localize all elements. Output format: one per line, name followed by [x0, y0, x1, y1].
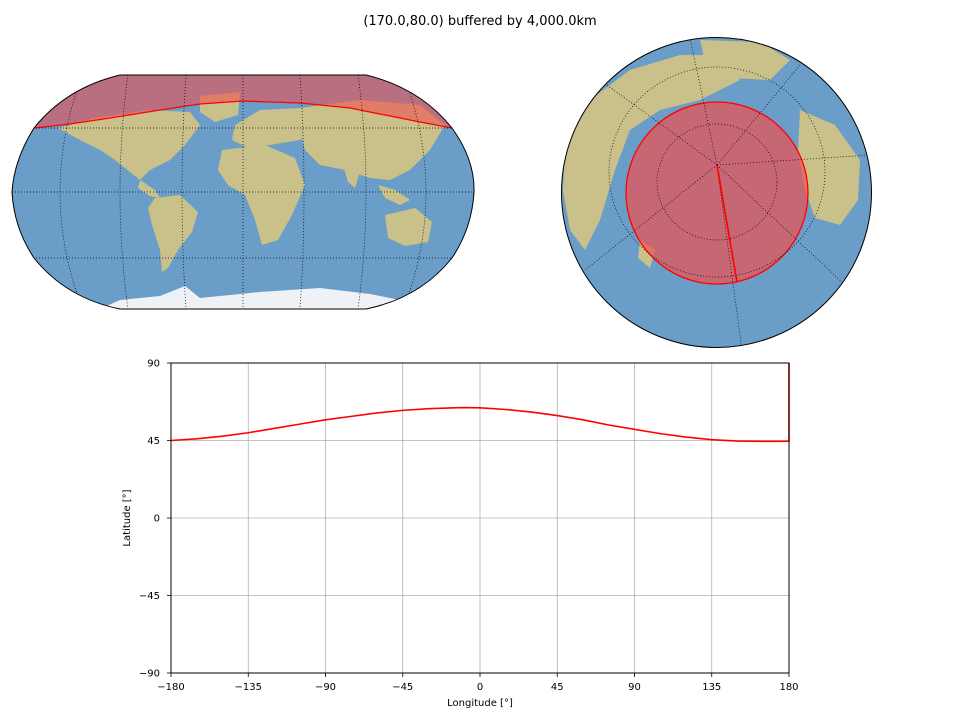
y-tick-label: 90 [147, 359, 160, 370]
x-tick-label: 0 [477, 682, 483, 693]
chart-xticks: −180 −135 −90 −45 0 45 90 135 180 [157, 673, 799, 693]
globe-outline [561, 37, 872, 348]
world-map [11, 74, 475, 310]
x-tick-label: 90 [628, 682, 641, 693]
x-tick-label: 45 [551, 682, 564, 693]
globe-buffer-polygon [625, 101, 809, 285]
x-tick-label: 135 [702, 682, 721, 693]
world-antarctica [100, 286, 410, 309]
x-tick-label: −45 [392, 682, 413, 693]
chart-yticks: −90 −45 0 45 90 [139, 359, 171, 680]
figure-title: (170.0,80.0) buffered by 4,000.0km [363, 14, 596, 29]
x-tick-label: −135 [235, 682, 262, 693]
y-tick-label: −45 [139, 591, 160, 602]
x-tick-label: −180 [157, 682, 184, 693]
chart-grid [170, 362, 790, 674]
globe-buffer-seam [716, 164, 738, 283]
world-map-outline [11, 74, 475, 310]
y-tick-label: 45 [147, 436, 160, 447]
x-tick-label: −90 [315, 682, 336, 693]
y-tick-label: 0 [154, 514, 160, 525]
buffer-boundary-line [170, 363, 790, 443]
chart-ylabel: Latitude [°] [122, 489, 133, 546]
latlon-chart: −180 −135 −90 −45 0 45 90 135 180 −90 −45 0 45 90 Lo… [122, 359, 799, 710]
globe-graticule [584, 37, 871, 348]
y-tick-label: −90 [139, 669, 160, 680]
world-graticule [12, 75, 475, 309]
globe-view [561, 37, 872, 348]
chart-series [170, 363, 790, 443]
chart-xlabel: Longitude [°] [447, 698, 513, 709]
x-tick-label: 180 [779, 682, 798, 693]
globe-land [563, 40, 860, 268]
